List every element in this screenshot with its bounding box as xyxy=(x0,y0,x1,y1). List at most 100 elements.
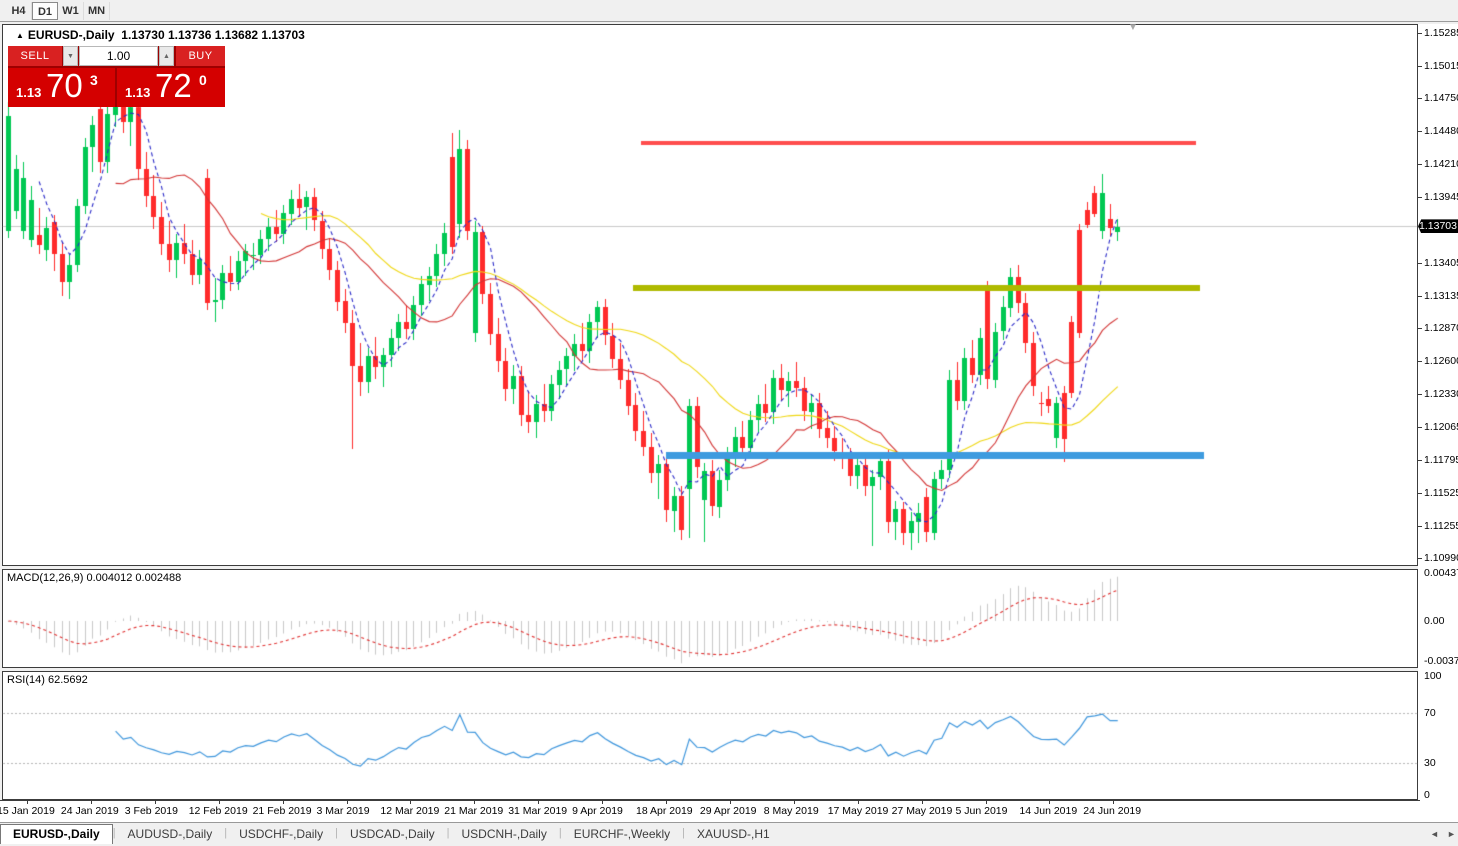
price-tick-label: 1.13405 xyxy=(1424,256,1458,269)
indicator-axis-label: 30 xyxy=(1424,757,1436,769)
chart-tab-usdcad-daily[interactable]: USDCAD-,Daily xyxy=(349,827,435,841)
price-chart-canvas[interactable] xyxy=(2,24,1418,566)
price-tick-mark xyxy=(1418,33,1422,34)
price-tick-mark xyxy=(1418,492,1422,494)
sell-price-panel[interactable]: 1.13 70 3 xyxy=(8,67,115,107)
price-tick-label: 1.12600 xyxy=(1424,355,1458,368)
date-label: 21 Mar 2019 xyxy=(444,805,504,817)
tab-separator: | xyxy=(446,827,450,839)
tab-separator: | xyxy=(224,827,228,839)
chart-shift-marker-icon[interactable]: ▼ xyxy=(1128,22,1138,33)
price-tick-label: 1.14750 xyxy=(1424,92,1458,105)
date-label: 21 Feb 2019 xyxy=(252,805,312,817)
date-tick-mark xyxy=(410,800,412,804)
price-tick-label: 1.12870 xyxy=(1424,322,1458,335)
chart-tab-usdcnh-daily[interactable]: USDCNH-,Daily xyxy=(461,827,547,841)
date-label: 18 Apr 2019 xyxy=(636,805,693,817)
timeframe-toolbar: H4 D1 W1 MN xyxy=(0,0,1458,22)
price-tick-label: 1.12330 xyxy=(1424,388,1458,401)
chart-tab-bar: ◄ ► EURUSD-,Daily | AUDUSD-,Daily | USDCHF-,… xyxy=(0,822,1458,846)
price-tick-label: 1.15285 xyxy=(1424,27,1458,39)
price-tick-mark xyxy=(1418,557,1422,559)
volume-increment-button[interactable]: ▲ xyxy=(159,46,174,66)
buy-price-pipette: 0 xyxy=(199,72,207,88)
rsi-indicator-pane[interactable]: RSI(14) 62.5692 xyxy=(2,671,1418,800)
date-tick-mark xyxy=(793,800,795,804)
price-tick-label: 1.11525 xyxy=(1424,486,1458,499)
chart-tab-eurchf-weekly[interactable]: EURCHF-,Weekly xyxy=(573,827,671,841)
price-tick-mark xyxy=(1418,131,1422,133)
macd-indicator-pane[interactable]: MACD(12,26,9) 0.004012 0.002488 xyxy=(2,569,1418,668)
date-label: 9 Apr 2019 xyxy=(572,805,623,817)
tab-scroll-right-icon[interactable]: ► xyxy=(1447,829,1456,839)
date-label: 27 May 2019 xyxy=(891,805,953,817)
date-label: 3 Mar 2019 xyxy=(316,805,370,817)
chart-tab-eurusd-daily[interactable]: EURUSD-,Daily xyxy=(0,824,113,844)
date-label: 29 Apr 2019 xyxy=(699,805,757,817)
price-tick-mark xyxy=(1418,361,1422,363)
indicator-axis-label: 0.00 xyxy=(1424,615,1445,627)
tab-scroll-left-icon[interactable]: ◄ xyxy=(1430,829,1439,839)
date-axis[interactable]: 15 Jan 2019 24 Jan 2019 3 Feb 2019 12 Feb 2… xyxy=(0,800,1458,822)
chart-symbol-label: EURUSD-,Daily xyxy=(27,28,115,42)
expand-arrow-icon[interactable]: ▲ xyxy=(16,31,24,40)
date-tick-mark xyxy=(602,800,604,804)
sell-price-prefix: 1.13 xyxy=(16,85,42,100)
price-tick-label: 1.12065 xyxy=(1424,420,1458,433)
buy-price-panel[interactable]: 1.13 72 0 xyxy=(117,67,225,107)
buy-price-big-digits: 72 xyxy=(155,67,192,104)
date-tick-mark xyxy=(538,800,540,804)
timeframe-button-d1[interactable]: D1 xyxy=(32,2,58,20)
date-tick-mark xyxy=(282,800,284,804)
price-tick-mark xyxy=(1418,426,1422,428)
volume-decrement-button[interactable]: ▼ xyxy=(63,46,78,66)
price-tick-label: 1.13135 xyxy=(1424,289,1458,302)
date-label: 31 Mar 2019 xyxy=(508,805,568,817)
price-tick-label: 1.13945 xyxy=(1424,190,1458,203)
price-tick-label: 1.15015 xyxy=(1424,60,1458,72)
price-tick-mark xyxy=(1418,196,1422,198)
indicator-axis-label: 0 xyxy=(1424,789,1430,801)
price-tick-label: 1.14210 xyxy=(1424,158,1458,171)
macd-label: MACD(12,26,9) 0.004012 0.002488 xyxy=(7,572,182,584)
date-label: 24 Jun 2019 xyxy=(1083,805,1142,817)
date-tick-mark xyxy=(90,800,92,804)
date-label: 15 Jan 2019 xyxy=(0,805,55,817)
tab-separator: | xyxy=(335,827,338,839)
date-label: 17 May 2019 xyxy=(827,805,889,817)
date-tick-mark xyxy=(985,800,987,804)
sell-button[interactable]: SELL xyxy=(8,46,62,66)
chart-tab-usdchf-daily[interactable]: USDCHF-,Daily xyxy=(239,827,324,841)
price-axis[interactable]: 1.13703 1.15285 1.15015 1.14750 1.14480 1.14… xyxy=(1418,0,1458,846)
timeframe-button-h4[interactable]: H4 xyxy=(6,2,32,20)
price-tick-label: 1.11255 xyxy=(1424,519,1458,532)
price-tick-mark xyxy=(1418,459,1422,461)
date-tick-mark xyxy=(921,800,923,804)
price-tick-mark xyxy=(1418,394,1422,396)
buy-price-prefix: 1.13 xyxy=(125,85,151,100)
date-label: 3 Feb 2019 xyxy=(124,805,178,817)
date-tick-mark xyxy=(1113,800,1115,804)
chart-tab-xauusd-h1[interactable]: XAUUSD-,H1 xyxy=(697,827,770,841)
date-axis-line xyxy=(0,800,1420,801)
buy-button[interactable]: BUY xyxy=(176,46,225,66)
date-tick-mark xyxy=(857,800,859,804)
tab-separator: | xyxy=(112,827,116,839)
price-tick-label: 1.11795 xyxy=(1424,453,1458,466)
price-tick-mark xyxy=(1418,295,1422,297)
indicator-axis-label: 70 xyxy=(1424,707,1436,719)
date-tick-mark xyxy=(154,800,156,804)
date-tick-mark xyxy=(474,800,476,804)
tab-separator: | xyxy=(558,827,562,839)
rsi-canvas xyxy=(2,671,1418,800)
price-chart-pane[interactable]: ▲ EURUSD-,Daily 1.13730 1.13736 1.13682 1… xyxy=(2,22,1418,566)
price-tick-label: 1.14480 xyxy=(1424,125,1458,138)
timeframe-button-w1[interactable]: W1 xyxy=(58,2,84,20)
indicator-axis-label: 0.004379 xyxy=(1424,567,1458,579)
volume-input[interactable]: 1.00 xyxy=(79,46,158,66)
timeframe-button-mn[interactable]: MN xyxy=(84,2,110,20)
chart-tab-audusd-daily[interactable]: AUDUSD-,Daily xyxy=(127,827,213,841)
